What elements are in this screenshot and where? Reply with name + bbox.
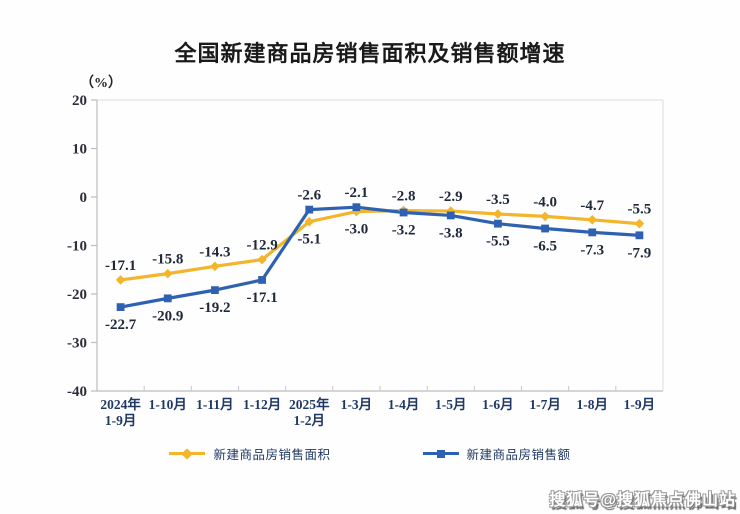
data-point-diamond: [257, 254, 267, 265]
legend-line-diamond-icon: [169, 447, 206, 460]
data-label: -4.7: [580, 198, 604, 214]
x-tick-label: 1-10月: [149, 397, 187, 412]
data-label: -14.3: [199, 244, 230, 260]
data-label: -7.3: [580, 242, 604, 258]
data-point-diamond: [587, 214, 598, 225]
data-label: -17.1: [246, 290, 277, 306]
data-point-square: [352, 203, 361, 212]
data-label: -2.8: [392, 189, 416, 205]
x-tick-label: 1-12月: [243, 397, 281, 412]
data-label: -5.1: [297, 232, 321, 248]
data-point-diamond: [351, 206, 362, 217]
data-point-square: [635, 231, 644, 240]
x-tick-label: 2025年: [289, 396, 330, 412]
data-point-square: [399, 208, 408, 217]
data-point-diamond: [115, 275, 126, 285]
data-label: -17.1: [105, 258, 136, 274]
data-point-diamond: [540, 211, 550, 222]
x-tick-label: 2024年: [100, 396, 141, 412]
data-point-square: [211, 286, 219, 295]
x-tick-label: 1-5月: [435, 397, 467, 412]
data-label: -6.5: [533, 239, 557, 255]
data-label: -2.6: [297, 188, 321, 204]
data-point-square: [446, 211, 455, 220]
data-label: -15.8: [152, 252, 183, 268]
chart-title: 全国新建商品房销售面积及销售额增速: [174, 41, 566, 66]
data-point-diamond: [493, 209, 503, 219]
y-axis-unit-label: （%）: [80, 76, 122, 91]
y-tick-label: 20: [72, 93, 87, 109]
square-marker-icon: [436, 449, 445, 458]
y-tick-label: -20: [67, 287, 87, 303]
legend-item-sales-area: 新建商品房销售面积: [169, 444, 330, 463]
data-point-diamond: [634, 218, 645, 229]
y-tick-label: 10: [72, 142, 87, 158]
data-label: -5.5: [486, 234, 510, 250]
x-tick-label: 1-8月: [577, 397, 609, 412]
x-tick-label: 1-2月: [294, 413, 326, 428]
data-point-square: [305, 205, 314, 214]
data-point-square: [116, 303, 125, 311]
data-label: -7.9: [628, 245, 652, 261]
data-point-square: [588, 228, 597, 237]
y-tick-label: -40: [67, 384, 87, 400]
data-label: -5.5: [628, 202, 652, 218]
data-label: -19.2: [199, 300, 230, 316]
data-point-diamond: [162, 268, 173, 279]
diamond-marker-icon: [181, 447, 194, 460]
data-point-square: [541, 224, 549, 233]
data-label: -3.5: [486, 192, 510, 208]
data-label: -3.0: [345, 222, 369, 238]
data-label: -4.0: [533, 194, 557, 210]
data-point-square: [163, 294, 172, 303]
y-tick-label: -30: [67, 336, 87, 352]
legend: 新建商品房销售面积 新建商品房销售额: [0, 444, 740, 463]
data-label: -3.2: [392, 223, 416, 239]
y-tick-label: -10: [67, 239, 87, 255]
legend-label-sales-area: 新建商品房销售面积: [213, 448, 331, 462]
legend-label-sales-amount: 新建商品房销售额: [466, 448, 571, 462]
x-tick-label: 1-9月: [624, 397, 656, 412]
data-label: -12.9: [246, 238, 277, 254]
x-tick-label: 1-7月: [529, 397, 561, 412]
x-tick-label: 1-3月: [341, 397, 373, 412]
data-point-square: [258, 276, 266, 284]
series-line-1: [120, 205, 640, 309]
data-label: -22.7: [105, 317, 137, 333]
data-label: -20.9: [152, 308, 183, 324]
data-point-diamond: [304, 216, 315, 227]
x-tick-label: 1-6月: [482, 397, 514, 412]
x-tick-label: 1-4月: [388, 397, 420, 412]
legend-item-sales-amount: 新建商品房销售额: [422, 444, 571, 463]
y-tick-label: 0: [80, 190, 88, 206]
data-label: -3.8: [439, 225, 463, 241]
x-tick-label: 1-9月: [105, 413, 137, 428]
data-label: -2.1: [345, 185, 369, 201]
data-point-diamond: [210, 261, 220, 272]
data-label: -2.9: [439, 189, 463, 205]
data-point-square: [494, 219, 502, 228]
legend-line-square-icon: [422, 449, 459, 459]
x-tick-label: 1-11月: [196, 397, 234, 412]
watermark: 搜狐号@搜狐焦点佛山站: [549, 492, 736, 509]
